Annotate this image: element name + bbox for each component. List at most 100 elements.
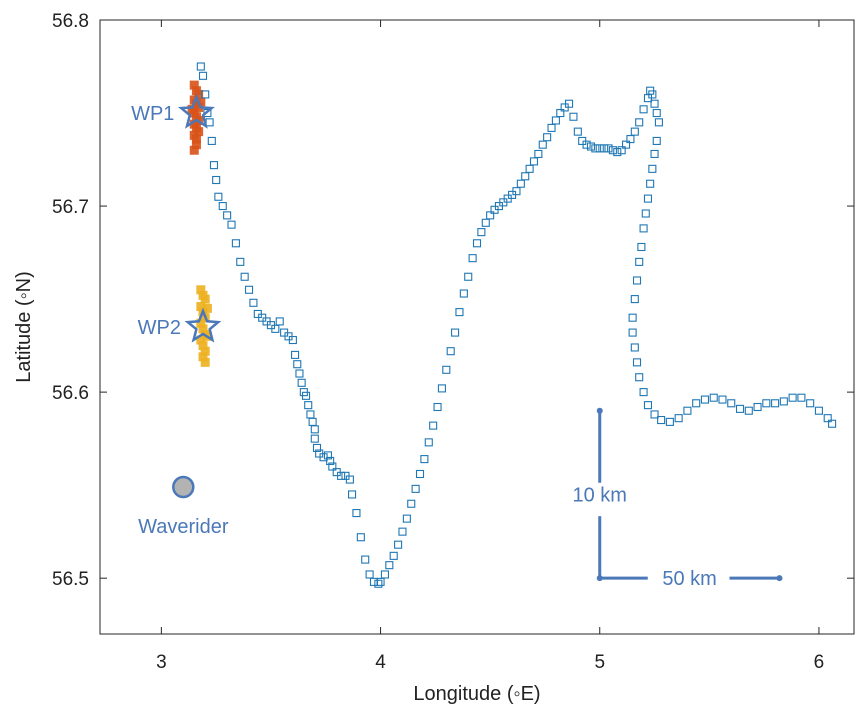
waverider-buoy-icon [172, 475, 195, 499]
track-point [415, 469, 425, 479]
track-point [516, 179, 525, 188]
track-point [626, 135, 635, 144]
x-tick-label: 4 [375, 652, 386, 673]
track-point [323, 451, 333, 460]
track-point [797, 393, 806, 402]
track-point [582, 140, 591, 149]
track-point [648, 164, 657, 173]
track-point [295, 369, 304, 378]
x-tick-label: 3 [156, 652, 167, 673]
track-point [744, 406, 753, 415]
track-point [643, 401, 653, 410]
track-point [212, 175, 221, 185]
track-point [345, 475, 354, 484]
scale-bar-endpoint [596, 407, 603, 414]
wp2-cluster-point [200, 357, 210, 367]
track-point [646, 179, 655, 188]
track-point [556, 108, 565, 118]
track-point [214, 192, 223, 201]
track-point [521, 172, 530, 181]
track-point [632, 276, 642, 285]
scale-bar-horizontal-label: 50 km [662, 568, 716, 590]
track-point [326, 456, 335, 466]
track-point [762, 399, 771, 408]
track-point [218, 202, 227, 211]
track-point [735, 404, 745, 413]
wp2-label: WP2 [138, 317, 181, 339]
track-point [534, 149, 543, 159]
track-point [198, 71, 208, 80]
track-point [806, 399, 815, 408]
track-point [643, 194, 653, 203]
track-point [433, 402, 442, 412]
y-tick-label: 56.6 [52, 383, 89, 404]
track-point [301, 391, 311, 400]
track-point [394, 540, 403, 549]
track-point [236, 257, 245, 266]
track-point [529, 157, 539, 166]
track-point [468, 254, 477, 263]
track-point [486, 211, 495, 220]
track-point [630, 343, 639, 352]
track-point [637, 242, 646, 252]
track-point [543, 133, 552, 142]
wp1-label: WP1 [131, 103, 174, 125]
track-point [654, 118, 663, 127]
track-point [310, 425, 319, 434]
track-point [477, 228, 486, 237]
scale-bar-endpoint [596, 575, 603, 582]
wp2-star-icon [184, 307, 222, 343]
track-point [455, 308, 464, 317]
x-tick-label: 6 [814, 652, 825, 673]
track-point [380, 570, 389, 579]
plot-area [100, 20, 854, 634]
track-point [635, 373, 644, 382]
y-axis-title: Latitude (◦N) [13, 271, 35, 383]
track-point [201, 90, 210, 99]
track-point [207, 136, 216, 145]
track-point [779, 397, 788, 406]
track-point [437, 384, 446, 393]
track-point [538, 140, 547, 149]
track-point [652, 136, 661, 145]
track-point [586, 142, 596, 151]
track-point [727, 399, 736, 408]
track-point [348, 490, 357, 499]
track-point [657, 415, 666, 425]
track-point [411, 484, 420, 493]
track-point [639, 105, 648, 114]
track-point [481, 218, 490, 227]
wp2-cluster-point [202, 303, 212, 313]
track-point [635, 257, 644, 266]
track-point [365, 570, 374, 579]
track-point [613, 148, 622, 157]
track-point [337, 471, 346, 480]
track-point [635, 118, 644, 127]
track-point [641, 209, 650, 218]
track-point [275, 317, 284, 326]
track-point [374, 579, 383, 588]
track-point [361, 555, 370, 564]
waverider-label: Waverider [138, 516, 229, 538]
track-point [310, 434, 319, 443]
track-point [692, 399, 701, 408]
track-point [227, 220, 236, 229]
track-point [291, 350, 300, 359]
track-point [753, 402, 762, 412]
track-point [352, 509, 361, 518]
y-tick-label: 56.5 [52, 569, 89, 590]
x-axis-title: Longitude (◦E) [413, 683, 540, 705]
annotations-layer: WP1 WP2 Waverider 10 km 50 km [131, 93, 783, 590]
track-point [244, 285, 254, 294]
track-point [402, 514, 411, 523]
track-point [632, 358, 642, 367]
track-point [709, 393, 718, 402]
track-point [472, 239, 482, 248]
track-point [356, 533, 365, 542]
track-point [718, 395, 727, 404]
track-point [683, 406, 692, 415]
track-point [617, 146, 626, 155]
track-point [604, 144, 613, 153]
track-point [628, 313, 637, 322]
